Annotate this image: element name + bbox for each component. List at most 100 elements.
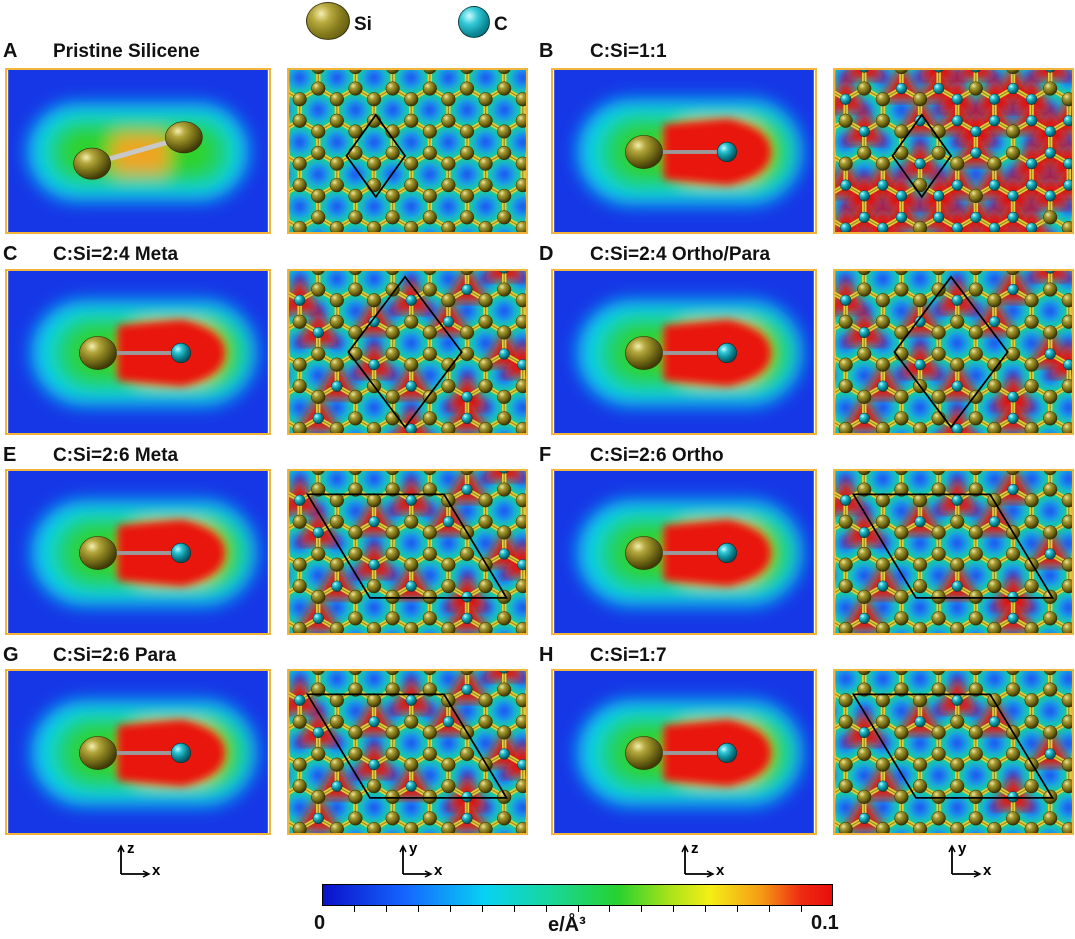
carbon-atom bbox=[951, 423, 963, 433]
carbon-atom bbox=[405, 494, 417, 506]
silicon-atom bbox=[1061, 422, 1072, 433]
silicon-atom bbox=[329, 293, 344, 308]
legend-si: Si bbox=[306, 2, 396, 42]
silicon-atom bbox=[987, 156, 1002, 171]
silicon-atom bbox=[404, 314, 419, 329]
silicon-atom bbox=[838, 156, 853, 171]
silicon-atom bbox=[366, 422, 382, 433]
silicon-atom bbox=[386, 671, 400, 676]
silicon-atom bbox=[366, 493, 382, 508]
carbon-atom bbox=[312, 812, 324, 824]
top-view-map-b bbox=[833, 68, 1074, 234]
silicon-atom bbox=[329, 314, 344, 329]
silicon-atom bbox=[366, 92, 382, 107]
silicon-atom bbox=[931, 145, 946, 161]
colorbar-tick bbox=[545, 906, 547, 912]
carbon-atom bbox=[716, 342, 737, 364]
panel-title-c: C:Si=2:4 Meta bbox=[53, 244, 179, 265]
panel-title-h: C:Si=1:7 bbox=[590, 645, 667, 666]
side-view-map-g bbox=[5, 669, 271, 835]
carbon-atom bbox=[1045, 271, 1055, 274]
carbon-atom bbox=[461, 612, 473, 624]
carbon-atom bbox=[988, 222, 1001, 232]
silicon-atom bbox=[857, 81, 872, 96]
silicon-atom bbox=[348, 546, 363, 562]
carbon-atom bbox=[988, 316, 1001, 328]
silicon-atom bbox=[894, 611, 909, 626]
carbon-atom bbox=[498, 748, 510, 760]
silicon-atom bbox=[73, 147, 111, 180]
carbon-atom bbox=[368, 359, 380, 371]
silicon-atom bbox=[894, 282, 909, 297]
silicon-atom bbox=[422, 188, 437, 203]
silicon-atom bbox=[515, 622, 526, 633]
silicon-atom bbox=[931, 546, 946, 562]
panel-letter-c: C bbox=[3, 243, 18, 265]
carbon-atom bbox=[951, 694, 963, 706]
carbon-atom bbox=[294, 294, 306, 306]
silicon-atom bbox=[1043, 789, 1058, 804]
carbon-atom bbox=[368, 716, 380, 728]
silicon-atom bbox=[931, 811, 946, 826]
silicon-atom bbox=[931, 482, 946, 497]
lattice-atoms bbox=[292, 471, 526, 633]
panel-letter-h: H bbox=[539, 644, 554, 666]
silicon-atom bbox=[441, 379, 456, 394]
silicon-atom bbox=[348, 811, 363, 826]
carbon-atom bbox=[331, 780, 343, 792]
silicon-atom bbox=[441, 579, 456, 594]
silicon-atom bbox=[912, 557, 928, 572]
silicon-atom bbox=[497, 210, 512, 225]
silicon-atom bbox=[478, 714, 493, 729]
silicon-atom bbox=[838, 314, 853, 329]
silicon-atom bbox=[838, 693, 853, 708]
silicon-atom bbox=[292, 757, 307, 772]
silicon-atom bbox=[404, 178, 419, 193]
silicon-atom bbox=[292, 779, 307, 794]
silicon-atom bbox=[292, 357, 307, 372]
carbon-atom bbox=[858, 612, 870, 624]
silicon-atom bbox=[987, 757, 1002, 772]
silicon-atom bbox=[459, 210, 475, 225]
silicon-atom bbox=[875, 113, 890, 128]
silicon-atom bbox=[441, 822, 456, 833]
carbon-atom bbox=[170, 542, 191, 564]
top-view-map-a bbox=[287, 68, 528, 234]
silicon-atom bbox=[912, 693, 928, 708]
silicon-atom bbox=[441, 178, 456, 193]
lattice-atoms bbox=[292, 271, 526, 433]
silicon-atom bbox=[478, 357, 493, 372]
carbon-atom bbox=[858, 526, 870, 539]
carbon-atom bbox=[461, 391, 473, 403]
carbon-atom bbox=[858, 190, 870, 202]
silicon-atom bbox=[422, 145, 437, 161]
silicon-atom bbox=[1061, 514, 1072, 529]
silicon-atom bbox=[950, 514, 965, 529]
silicon-atom bbox=[1043, 682, 1058, 697]
carbon-atom bbox=[442, 716, 455, 728]
carbon-atom bbox=[442, 316, 455, 328]
axis-y-label: y bbox=[958, 840, 967, 857]
silicon-atom bbox=[423, 70, 437, 75]
carbon-atom bbox=[1007, 612, 1019, 624]
axis-x-label: x bbox=[716, 862, 725, 879]
silicon-atom bbox=[515, 422, 526, 433]
silicon-atom bbox=[311, 671, 325, 676]
carbon-atom bbox=[971, 70, 981, 73]
silicon-atom bbox=[349, 271, 362, 276]
panel-title-g: C:Si=2:6 Para bbox=[53, 645, 177, 666]
silicon-atom bbox=[912, 822, 928, 833]
carbon-atom bbox=[442, 516, 455, 528]
silicon-atom bbox=[329, 557, 344, 572]
silicon-atom bbox=[515, 822, 526, 833]
silicon-atom bbox=[1043, 210, 1058, 225]
silicon-atom bbox=[497, 325, 512, 340]
silicon-atom bbox=[366, 622, 382, 633]
silicon-atom bbox=[1043, 725, 1058, 740]
silicon-atom bbox=[968, 325, 983, 340]
silicon-atom bbox=[79, 736, 117, 770]
top-view-plot-b bbox=[835, 70, 1072, 232]
silicon-atom bbox=[329, 92, 344, 107]
carbon-atom bbox=[331, 580, 343, 592]
silicon-atom bbox=[931, 282, 946, 297]
